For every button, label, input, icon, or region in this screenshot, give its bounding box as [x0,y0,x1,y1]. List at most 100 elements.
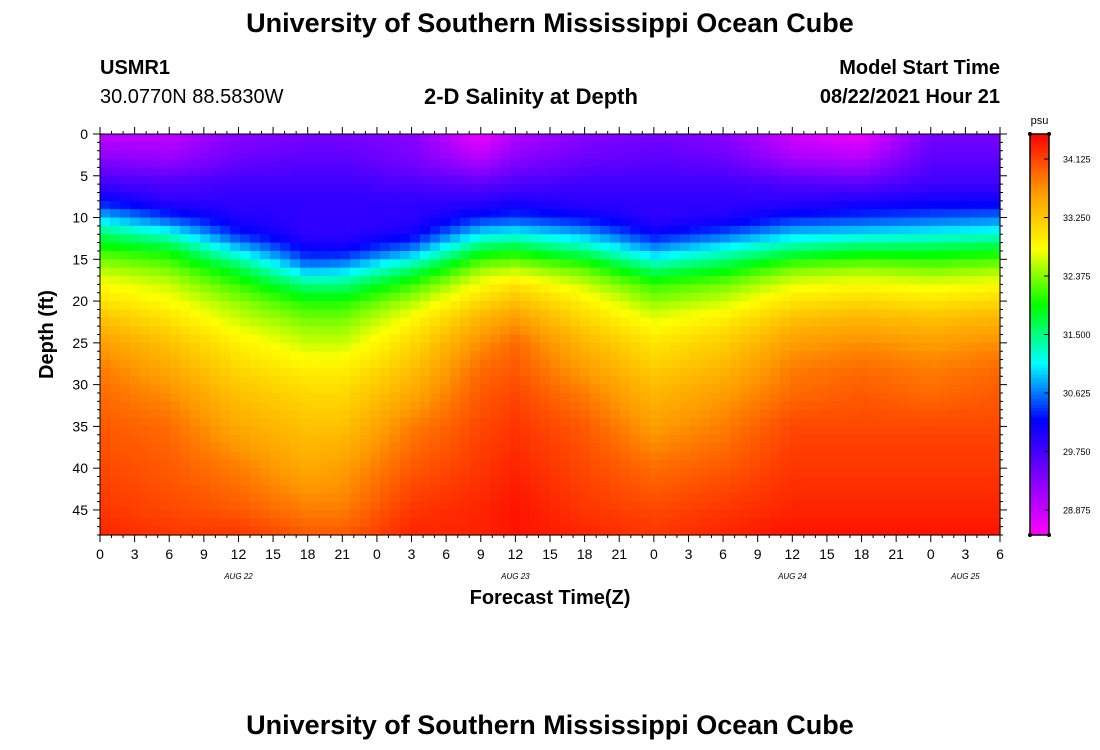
heatmap-cell [810,443,821,453]
heatmap-cell [410,351,421,361]
heatmap-cell [660,501,671,511]
heatmap-cell [540,476,551,486]
heatmap-cell [310,134,321,143]
x-tick-label: 3 [131,546,139,562]
heatmap-cell [730,134,741,143]
heatmap-cell [870,342,881,352]
heatmap-cell [470,459,481,469]
heatmap-cell [340,409,351,419]
heatmap-cell [910,142,921,152]
colorbar-swatch [1030,207,1049,212]
heatmap-cell [380,142,391,152]
heatmap-cell [930,426,941,436]
heatmap-cell [580,184,591,194]
heatmap-cell [420,493,431,503]
heatmap-cell [800,142,811,152]
heatmap-cell [610,209,621,219]
heatmap-cell [320,468,331,478]
heatmap-cell [180,434,191,444]
heatmap-cell [900,217,911,227]
heatmap-cell [330,200,341,210]
heatmap-cell [870,518,881,528]
heatmap-cell [900,409,911,419]
heatmap-cell [910,392,921,402]
heatmap-cell [640,267,651,277]
heatmap-cell [190,384,201,394]
heatmap-cell [650,459,661,469]
heatmap-cell [680,351,691,361]
heatmap-cell [880,434,891,444]
heatmap-cell [390,326,401,336]
heatmap-cell [740,509,751,519]
heatmap-cell [550,134,561,143]
heatmap-cell [440,167,451,177]
heatmap-cell [450,334,461,344]
heatmap-cell [710,443,721,453]
heatmap-cell [960,334,971,344]
heatmap-cell [390,242,401,252]
heatmap-cell [250,409,261,419]
heatmap-cell [890,284,901,294]
heatmap-cell [840,200,851,210]
heatmap-cell [390,292,401,302]
heatmap-cell [150,384,161,394]
heatmap-cell [610,367,621,377]
heatmap-cell [560,434,571,444]
heatmap-cell [370,317,381,327]
heatmap-cell [640,342,651,352]
x-tick-label: 0 [373,546,381,562]
heatmap-cell [560,401,571,411]
heatmap-cell [350,234,361,244]
heatmap-cell [620,367,631,377]
heatmap-cell [590,359,601,369]
heatmap-cell [160,276,171,285]
heatmap-cell [100,526,111,536]
heatmap-cell [480,259,491,269]
heatmap-cell [190,234,201,244]
heatmap-cell [830,342,841,352]
heatmap-cell [220,342,231,352]
heatmap-cell [820,317,831,327]
heatmap-cell [350,501,361,511]
heatmap-cell [920,309,931,319]
heatmap-cell [710,192,721,202]
heatmap-cell [540,217,551,227]
heatmap-cell [700,200,711,210]
heatmap-cell [560,259,571,269]
heatmap-cell [960,234,971,244]
heatmap-cell [230,367,241,377]
heatmap-cell [280,309,291,319]
heatmap-cell [450,276,461,285]
heatmap-cell [170,459,181,469]
heatmap-cell [860,476,871,486]
heatmap-cell [950,468,961,478]
colorbar-swatch [1030,254,1049,259]
heatmap-cell [130,351,141,361]
heatmap-cell [680,326,691,336]
heatmap-cell [970,518,981,528]
heatmap-cell [120,401,131,411]
heatmap-cell [670,434,681,444]
heatmap-cell [910,326,921,336]
heatmap-cell [980,192,991,202]
heatmap-cell [240,334,251,344]
heatmap-cell [710,468,721,478]
colorbar-swatch [1030,354,1049,359]
colorbar-swatch [1030,474,1049,479]
heatmap-cell [870,434,881,444]
heatmap-cell [410,401,421,411]
heatmap-cell [340,334,351,344]
heatmap-cell [130,150,141,160]
heatmap-cell [630,200,641,210]
heatmap-cell [830,518,841,528]
heatmap-cell [920,359,931,369]
heatmap-cell [290,134,301,143]
heatmap-cell [720,384,731,394]
heatmap-cell [890,426,901,436]
y-tick-label: 30 [72,377,88,393]
heatmap-cell [540,401,551,411]
heatmap-cell [300,342,311,352]
heatmap-cell [190,434,201,444]
heatmap-cell [130,443,141,453]
heatmap-cell [160,250,171,260]
